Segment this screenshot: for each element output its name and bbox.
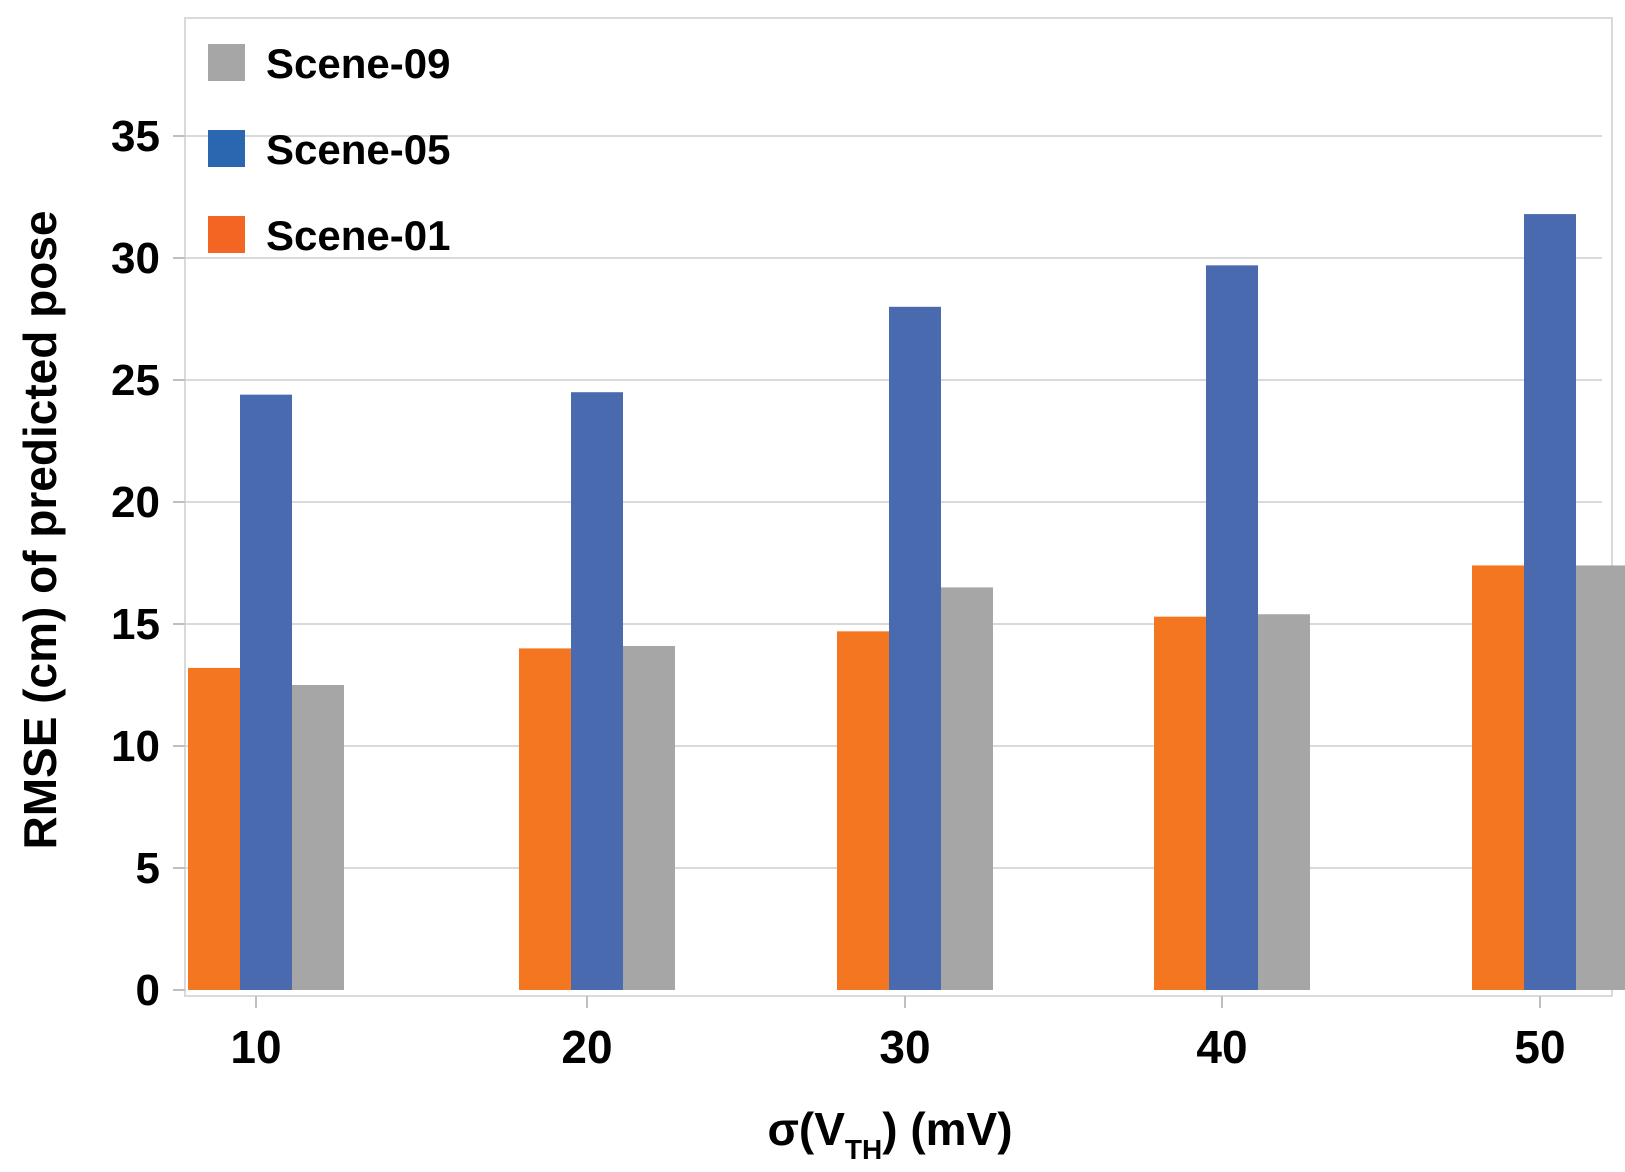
bar-scene-09-20: [623, 645, 675, 990]
legend-label-scene-09: Scene-09: [266, 40, 450, 87]
bar-scene-09-50: [1576, 565, 1625, 990]
y-tick-label: 5: [136, 844, 160, 893]
bar-scene-09-10: [292, 685, 344, 990]
bar-scene-05-30: [889, 306, 941, 990]
bar-scene-05-40: [1206, 265, 1258, 990]
bar-scene-01-40: [1154, 616, 1206, 990]
x-axis-ticks: 10 20 30 40 50: [230, 996, 1566, 1073]
bar-scene-01-50: [1472, 565, 1524, 990]
x-axis-title: σ(VTH) (mV): [767, 1103, 1012, 1165]
bar-scene-01-30: [837, 631, 889, 990]
y-tick-label: 30: [111, 234, 160, 283]
bar-scene-05-10: [240, 394, 292, 990]
y-tick-label: 25: [111, 356, 160, 405]
x-tick-label: 10: [230, 1021, 281, 1073]
y-tick-label: 20: [111, 478, 160, 527]
bars: [188, 214, 1625, 990]
bar-scene-05-50: [1524, 214, 1576, 990]
x-tick-label: 30: [879, 1021, 930, 1073]
x-tick-label: 20: [561, 1021, 612, 1073]
x-axis-title-main: σ(V: [767, 1103, 845, 1155]
x-axis-title-subscript: TH: [845, 1134, 882, 1165]
legend-label-scene-01: Scene-01: [266, 212, 450, 259]
bar-scene-09-30: [941, 587, 993, 990]
x-tick-label: 50: [1514, 1021, 1565, 1073]
y-axis-ticks: 0 5 10 15 20 25 30 35: [111, 112, 185, 1015]
bar-scene-01-10: [188, 667, 240, 990]
legend-swatch-scene-09: [208, 44, 245, 81]
bar-scene-05-20: [571, 392, 623, 990]
y-axis-title: RMSE (cm) of predicted pose: [14, 211, 66, 850]
legend-swatch-scene-05: [208, 130, 245, 167]
legend-label-scene-05: Scene-05: [266, 126, 450, 173]
x-tick-label: 40: [1196, 1021, 1247, 1073]
y-tick-label: 15: [111, 600, 160, 649]
bar-scene-01-20: [519, 648, 571, 990]
bar-scene-09-40: [1258, 614, 1310, 990]
y-tick-label: 10: [111, 722, 160, 771]
y-tick-label: 35: [111, 112, 160, 161]
y-tick-label: 0: [136, 966, 160, 1015]
legend: Scene-09 Scene-05 Scene-01: [208, 40, 450, 259]
legend-swatch-scene-01: [208, 216, 245, 253]
x-axis-title-tail: ) (mV): [882, 1103, 1012, 1155]
plot-frame: [184, 17, 1613, 997]
